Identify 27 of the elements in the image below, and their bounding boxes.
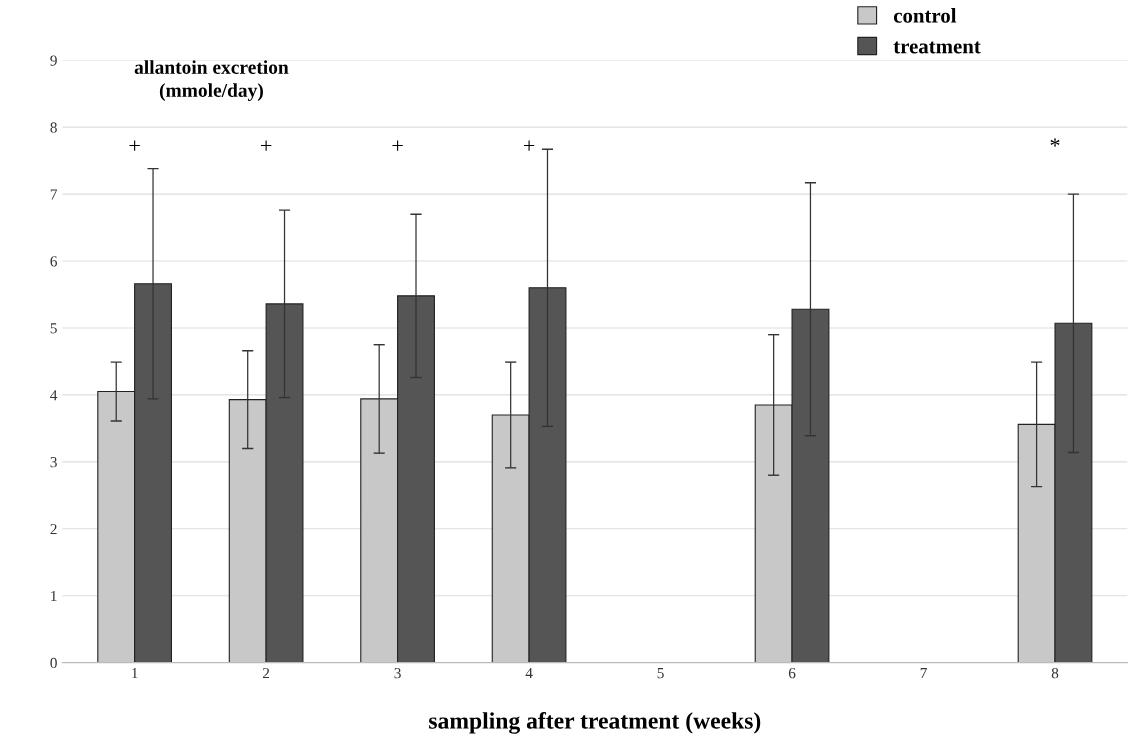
y-tick-label: 2 <box>50 523 57 535</box>
x-tick-label: 2 <box>262 667 270 679</box>
y-tick-label: 5 <box>50 323 57 334</box>
y-tick-label: 3 <box>50 457 57 468</box>
legend-label: treatment <box>893 41 981 54</box>
y-tick-label: 9 <box>50 55 57 66</box>
x-tick-label: 8 <box>1051 667 1059 679</box>
x-tick-label: 3 <box>394 667 401 679</box>
x-tick-label: 1 <box>132 668 138 679</box>
legend-label: control <box>893 8 957 23</box>
x-tick-label: 6 <box>788 667 796 679</box>
annotation: + <box>129 140 140 151</box>
x-tick-label: 7 <box>920 668 927 679</box>
annotation: + <box>523 140 535 151</box>
x-axis-title: sampling after treatment (weeks) <box>429 711 761 734</box>
y-tick-label: 8 <box>50 122 57 133</box>
y-tick-label: 1 <box>51 590 57 602</box>
y-tick-label: 4 <box>50 390 58 401</box>
y-tick-label: 0 <box>50 657 57 669</box>
x-tick-label: 4 <box>525 668 533 679</box>
y-axis-title: allantoin excretion (mmole/day) <box>134 60 289 101</box>
y-tick-label: 7 <box>50 189 58 200</box>
x-tick-label: 5 <box>657 668 664 679</box>
annotation: + <box>392 140 403 151</box>
annotation: + <box>260 140 272 151</box>
y-tick-label: 6 <box>50 256 57 267</box>
annotation: * <box>1050 138 1060 147</box>
